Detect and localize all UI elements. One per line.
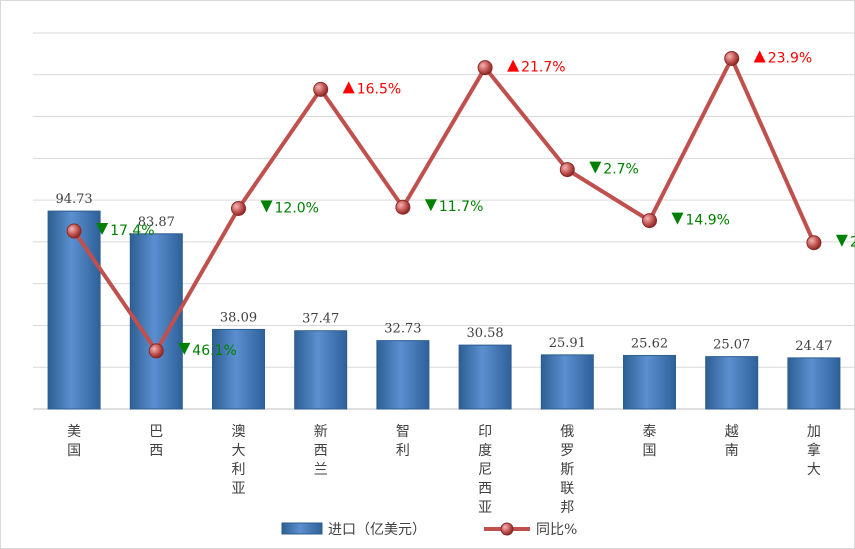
down-arrow-icon [96, 223, 109, 236]
bar-value-label: 38.09 [220, 310, 257, 325]
bar-value-label: 37.47 [302, 312, 339, 327]
category-label: 泰国 [643, 424, 657, 459]
pct-label: 16.5% [357, 81, 401, 97]
pct-label: 14.9% [686, 213, 730, 229]
legend-line-label: 同比% [536, 522, 577, 538]
line-point [559, 162, 575, 178]
up-arrow-icon [753, 50, 766, 63]
category-label: 智利 [396, 424, 410, 459]
line-series [66, 50, 822, 359]
line-point [148, 343, 164, 359]
down-arrow-icon [589, 161, 602, 174]
legend-bar-label: 进口（亿美元） [328, 522, 426, 538]
line-path [72, 56, 816, 353]
legend-bar-swatch [281, 522, 323, 535]
down-arrow-icon [424, 199, 437, 212]
bar [705, 356, 759, 410]
bar-value-label: 83.87 [138, 215, 175, 230]
pct-label: 46.1% [192, 343, 236, 359]
bar-value-label: 25.91 [549, 336, 586, 351]
bar [540, 354, 594, 410]
up-arrow-icon [342, 81, 355, 94]
line-point [66, 223, 82, 239]
down-arrow-icon [260, 200, 273, 213]
category-label: 印度尼西亚 [478, 424, 492, 516]
category-label: 美国 [67, 424, 81, 459]
line-point [477, 60, 493, 76]
category-label: 越南 [725, 424, 739, 459]
pct-label: 23.9% [768, 50, 812, 66]
bar [47, 210, 101, 410]
category-label: 巴西 [149, 424, 163, 459]
down-arrow-icon [671, 212, 684, 225]
legend: 进口（亿美元） 同比% [281, 522, 577, 538]
up-arrow-icon [507, 59, 520, 72]
legend-line-marker [500, 522, 514, 536]
data-labels: 94.73 83.87 38.09 37.47 32.73 30.58 25.91 25.62… [55, 50, 855, 359]
pct-label: 2.7% [603, 162, 639, 178]
bar [458, 344, 512, 410]
bar-value-label: 25.07 [713, 338, 750, 353]
pct-label: 12.0% [275, 200, 319, 216]
line-point [642, 213, 657, 229]
category-label: 俄罗斯联邦 [560, 424, 574, 516]
category-labels: 美国 巴西 澳大利亚 新西兰 智利 印度尼西亚 俄罗斯联邦 泰国 越南 加拿大 [67, 424, 821, 516]
line-point [231, 200, 246, 216]
line-point [313, 81, 329, 97]
bar-value-label: 94.73 [55, 192, 92, 207]
pct-label: 17.4% [110, 223, 154, 239]
bar [376, 340, 430, 410]
bar-series [47, 210, 841, 410]
pct-label: 21.7% [521, 60, 565, 76]
category-label: 加拿大 [807, 424, 821, 478]
bar-value-label: 32.73 [384, 322, 421, 337]
pct-label: 11.7% [439, 199, 483, 215]
line-point [806, 235, 822, 251]
down-arrow-icon [178, 342, 191, 355]
bar [294, 330, 348, 410]
category-label: 澳大利亚 [232, 424, 246, 497]
category-label: 新西兰 [314, 424, 328, 478]
bar-value-label: 24.47 [795, 339, 832, 354]
bar-value-label: 25.62 [631, 336, 668, 351]
bar [623, 354, 676, 410]
down-arrow-icon [835, 234, 848, 247]
line-point [724, 50, 740, 66]
pct-label: 20.2% [850, 235, 855, 251]
line-point [395, 199, 411, 215]
bar [787, 357, 841, 410]
bar-value-label: 30.58 [466, 326, 503, 341]
bar [212, 328, 265, 410]
